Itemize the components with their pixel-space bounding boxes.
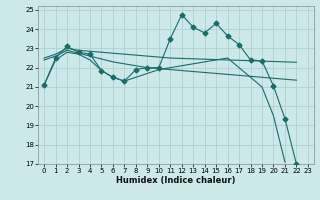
X-axis label: Humidex (Indice chaleur): Humidex (Indice chaleur): [116, 176, 236, 185]
